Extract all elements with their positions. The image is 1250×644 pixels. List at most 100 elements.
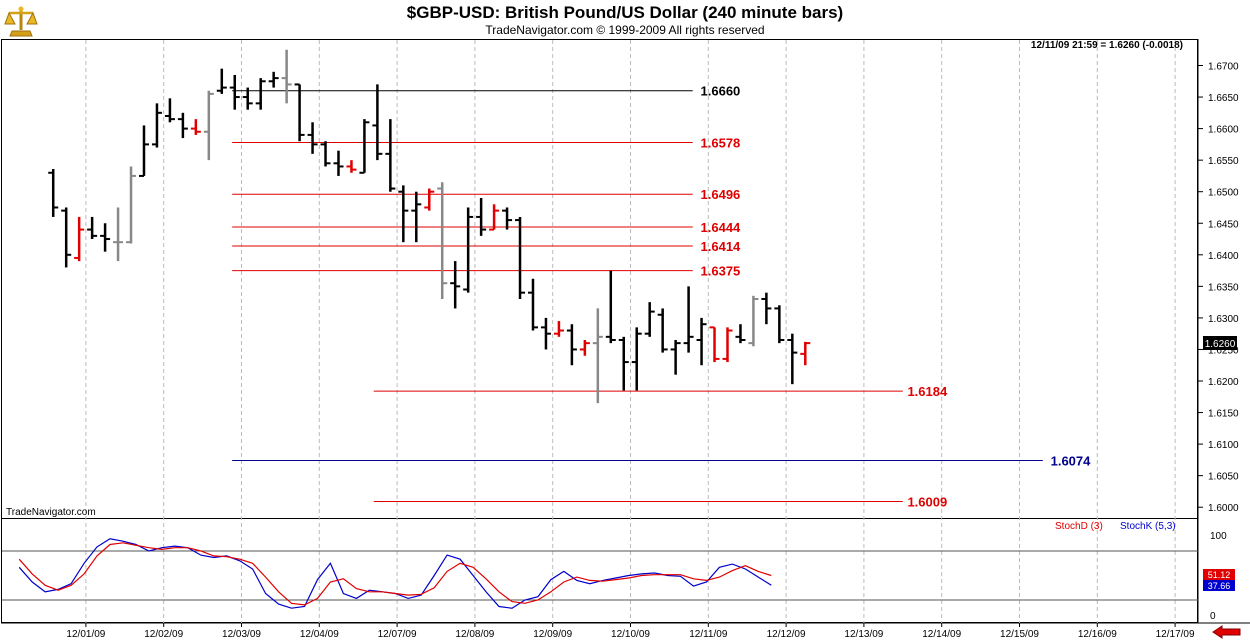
x-tick-label: 12/16/09	[1078, 629, 1117, 640]
y-tick-label: 1.6000	[1208, 503, 1239, 514]
x-tick-label: 12/07/09	[378, 629, 417, 640]
ohlc-bar	[307, 122, 318, 154]
ohlc-bar	[242, 87, 253, 110]
ohlc-bar	[605, 270, 616, 344]
ohlc-bar	[683, 286, 694, 353]
price-y-ticks: 1.6700 1.6650 1.6600 1.6550 1.6500 1.6450 1.64…	[1198, 62, 1239, 514]
level-label: 1.6184	[907, 384, 948, 399]
ohlc-bar	[709, 326, 720, 363]
level-label: 1.6496	[701, 187, 741, 202]
level-label: 1.6660	[701, 84, 741, 99]
y-tick-label: 1.6450	[1208, 219, 1239, 230]
x-tick-label: 12/11/09	[689, 629, 728, 640]
legend-stochd: StochD (3)	[1055, 521, 1103, 532]
ohlc-bar	[346, 160, 357, 173]
x-tick-label: 12/02/09	[144, 629, 183, 640]
x-tick-label: 12/15/09	[1000, 629, 1039, 640]
y-tick-label: 1.6500	[1208, 188, 1239, 199]
level-label: 1.6578	[701, 135, 741, 150]
ohlc-bar	[748, 295, 759, 347]
ohlc-bar	[61, 207, 72, 268]
ohlc-bar	[255, 78, 266, 110]
stoch-y-tick-100: 100	[1210, 531, 1227, 542]
stoch-y-tick-0: 0	[1210, 611, 1216, 622]
red-left-arrow-icon[interactable]	[1212, 625, 1242, 639]
stochd-value-box	[1203, 569, 1235, 580]
x-tick-label: 12/17/09	[1156, 629, 1195, 640]
y-tick-label: 1.6200	[1208, 377, 1239, 388]
ohlc-bar	[281, 49, 292, 104]
ohlc-bar	[411, 191, 422, 243]
ohlc-bar	[476, 198, 487, 236]
ohlc-bar	[268, 71, 279, 88]
stochk-value-box	[1203, 580, 1235, 591]
ohlc-bar	[74, 216, 85, 262]
x-tick-label: 12/09/09	[533, 629, 572, 640]
stochd-line	[18, 542, 772, 606]
ohlc-bar	[294, 83, 305, 142]
x-tick-label: 12/08/09	[455, 629, 494, 640]
ohlc-bar	[800, 341, 811, 366]
price-panel-frame	[1, 39, 1198, 519]
ohlc-bar	[463, 207, 474, 293]
last-price-box	[1203, 336, 1237, 350]
ohlc-bar	[670, 339, 681, 375]
ohlc-bar	[774, 305, 785, 344]
y-tick-label: 1.6100	[1208, 440, 1239, 451]
ohlc-bar	[229, 74, 240, 110]
ohlc-bar	[359, 119, 370, 174]
ohlc-bar	[553, 321, 564, 337]
x-tick-label: 12/04/09	[300, 629, 339, 640]
ohlc-bar	[696, 317, 707, 366]
ohlc-bar	[100, 223, 111, 252]
level-label: 1.6444	[701, 220, 742, 235]
ohlc-bar	[113, 207, 124, 262]
ohlc-bar	[735, 324, 746, 344]
date-x-ticks: 12/01/09 12/02/09 12/03/09 12/04/09 12/07/09…	[66, 623, 1195, 640]
ohlc-bar	[489, 204, 500, 231]
ohlc-bar	[177, 112, 188, 139]
ohlc-bar	[515, 216, 526, 299]
ohlc-bar	[138, 125, 149, 177]
vertical-gridlines	[85, 40, 1176, 623]
copyright-text: TradeNavigator.com © 1999-2009 All right…	[485, 23, 765, 37]
ohlc-bar	[164, 98, 175, 123]
ohlc-bar	[203, 90, 214, 161]
x-tick-label: 12/03/09	[222, 629, 261, 640]
ohlc-bar	[502, 207, 513, 230]
price-readout: 12/11/09 21:59 = 1.6260 (-0.0018)	[1031, 40, 1183, 51]
ohlc-bar	[644, 302, 655, 337]
y-tick-label: 1.6550	[1208, 156, 1239, 167]
ohlc-bar	[126, 166, 137, 244]
ohlc-bar	[372, 84, 383, 161]
y-tick-label: 1.6350	[1208, 282, 1239, 293]
level-label: 1.6414	[701, 239, 742, 254]
stochastic-lines	[2, 538, 1198, 609]
gold-scales-icon	[4, 4, 38, 38]
x-tick-label: 12/10/09	[611, 629, 650, 640]
y-tick-label: 1.6650	[1208, 93, 1239, 104]
last-price-label: 1.6260	[1205, 339, 1236, 350]
ohlc-bar	[566, 324, 577, 366]
ohlc-bar	[787, 333, 798, 385]
ohlc-bar	[151, 103, 162, 148]
stochd-value: 51.12	[1208, 570, 1231, 580]
y-tick-label: 1.6150	[1208, 409, 1239, 420]
stochk-value: 37.66	[1208, 581, 1231, 591]
ohlc-bar	[216, 68, 227, 94]
x-tick-label: 12/13/09	[844, 629, 883, 640]
ohlc-bar	[540, 317, 551, 350]
level-label: 1.6074	[1051, 454, 1092, 469]
ohlc-bar	[722, 327, 733, 363]
ohlc-bar	[761, 292, 772, 325]
level-label: 1.6009	[907, 495, 947, 510]
x-tick-label: 12/14/09	[922, 629, 961, 640]
ohlc-bar	[450, 261, 461, 309]
level-label: 1.6375	[701, 264, 741, 279]
x-tick-label: 12/12/09	[767, 629, 806, 640]
watermark-text: TradeNavigator.com	[6, 507, 96, 518]
ohlc-bar	[190, 119, 201, 135]
ohlc-bar	[48, 168, 59, 217]
y-tick-label: 1.6400	[1208, 251, 1239, 262]
